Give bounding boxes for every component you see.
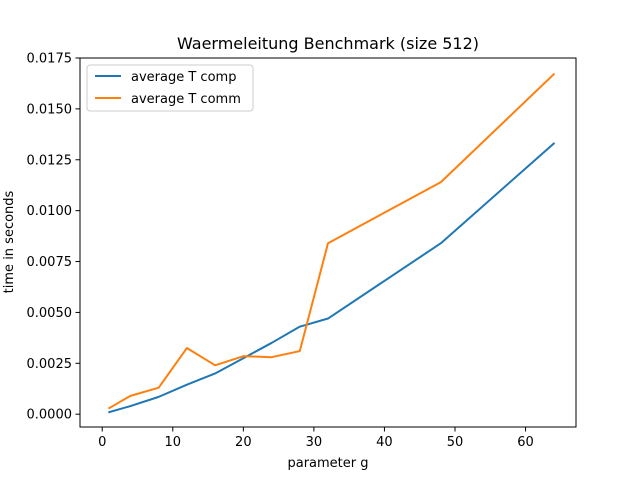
x-axis-label: parameter g bbox=[287, 456, 368, 471]
plot-area bbox=[107, 72, 556, 414]
x-tick-label: 40 bbox=[376, 435, 393, 450]
y-tick-label: 0.0175 bbox=[27, 52, 73, 67]
chart-title: Waermeleitung Benchmark (size 512) bbox=[177, 34, 479, 53]
y-tick-label: 0.0050 bbox=[27, 306, 73, 321]
x-tick-label: 20 bbox=[235, 435, 252, 450]
legend: average T comp average T comm bbox=[86, 64, 254, 112]
y-tick-label: 0.0100 bbox=[27, 204, 73, 219]
y-axis-label: time in seconds bbox=[2, 190, 17, 293]
legend-label-1: average T comp bbox=[131, 70, 236, 85]
y-tick-label: 0.0025 bbox=[27, 357, 73, 372]
y-tick-label: 0.0075 bbox=[27, 255, 73, 270]
series-line-1 bbox=[108, 142, 556, 414]
y-tick-label: 0.0000 bbox=[27, 408, 73, 423]
x-tick-label: 30 bbox=[306, 435, 323, 450]
x-tick-label: 0 bbox=[98, 435, 106, 450]
axes-frame bbox=[79, 57, 577, 428]
legend-label-2: average T comm bbox=[131, 92, 241, 107]
legend-box bbox=[86, 64, 254, 112]
x-tick-label: 10 bbox=[165, 435, 182, 450]
axes: 0 10 20 30 40 50 60 0.0000 0.0025 0.0050 0.0075 0.0… bbox=[27, 52, 577, 450]
series-line-2 bbox=[107, 72, 556, 410]
x-tick-label: 60 bbox=[517, 435, 534, 450]
x-tick-label: 50 bbox=[447, 435, 464, 450]
y-tick-label: 0.0125 bbox=[27, 153, 73, 168]
y-tick-label: 0.0150 bbox=[27, 102, 73, 117]
